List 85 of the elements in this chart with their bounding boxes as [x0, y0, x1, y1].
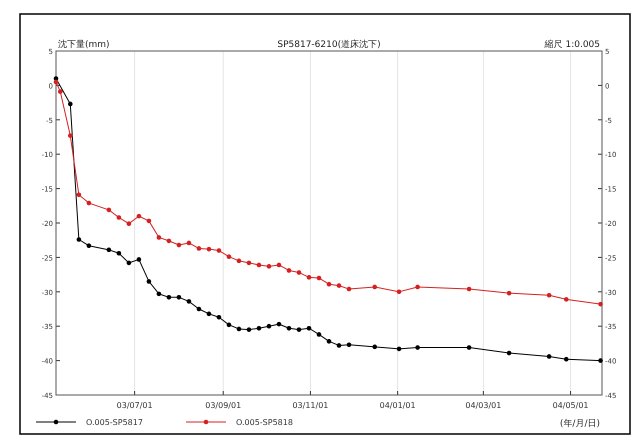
point	[564, 356, 569, 362]
point	[336, 343, 342, 348]
point	[546, 292, 552, 298]
point	[156, 292, 162, 296]
point	[296, 270, 302, 275]
point	[316, 276, 322, 280]
point	[86, 200, 92, 206]
point	[466, 286, 472, 292]
point	[54, 80, 58, 84]
point	[326, 282, 332, 287]
point	[256, 326, 262, 331]
point	[415, 345, 420, 350]
point	[156, 235, 162, 240]
point	[186, 240, 192, 246]
point	[146, 218, 152, 224]
point	[68, 133, 73, 138]
point	[546, 354, 552, 359]
point	[256, 262, 262, 268]
point	[266, 264, 272, 269]
point	[506, 290, 512, 296]
point	[246, 327, 252, 332]
y-axis-title: 沈下量(mm)	[58, 39, 110, 50]
x-tick-label: 04/05/01	[552, 401, 589, 410]
point	[68, 102, 73, 106]
point	[306, 275, 312, 280]
point	[116, 250, 122, 256]
point	[346, 342, 352, 348]
x-tick-label: 04/01/01	[380, 401, 416, 410]
point	[226, 322, 232, 328]
point	[136, 257, 142, 262]
point	[564, 297, 569, 302]
point	[276, 262, 282, 268]
point	[346, 286, 352, 292]
point	[216, 248, 222, 253]
point	[196, 306, 202, 312]
point	[306, 326, 312, 331]
point	[76, 192, 82, 198]
point	[598, 302, 603, 306]
point	[196, 246, 202, 251]
point	[136, 214, 142, 218]
point	[316, 332, 322, 337]
point	[296, 327, 302, 332]
point	[126, 221, 132, 226]
x-axis-title: (年/月/日)	[560, 418, 600, 429]
legend-label: O.005-SP5817	[86, 418, 143, 427]
point	[372, 284, 378, 290]
point	[206, 312, 212, 316]
point	[106, 208, 112, 212]
point	[166, 238, 172, 244]
point	[466, 345, 472, 350]
point	[116, 215, 122, 220]
point	[236, 258, 242, 264]
point	[216, 314, 222, 320]
point	[266, 324, 272, 328]
point	[166, 295, 172, 300]
point	[86, 243, 92, 248]
point	[126, 260, 132, 266]
x-tick-label: 04/03/01	[465, 401, 502, 410]
point	[176, 295, 182, 300]
x-tick-label: 03/09/01	[205, 401, 242, 410]
point	[146, 279, 152, 284]
x-tick-label: 03/11/01	[292, 401, 328, 410]
point	[326, 339, 332, 344]
point	[186, 299, 192, 304]
chart-title: SP5817-6210(道床沈下)	[277, 39, 381, 50]
point	[276, 322, 282, 326]
point	[176, 242, 182, 248]
point	[286, 326, 292, 331]
point	[236, 326, 242, 332]
point	[506, 350, 512, 356]
point	[106, 248, 112, 252]
text: 縮尺 1:0.005	[544, 39, 600, 50]
point	[76, 237, 82, 242]
point	[415, 284, 420, 290]
legend-label: O.005-SP5818	[236, 418, 293, 427]
point	[336, 283, 342, 288]
point	[372, 344, 378, 350]
x-tick-label: 03/07/01	[116, 401, 153, 410]
point	[396, 290, 402, 294]
point	[226, 254, 232, 260]
point	[396, 346, 402, 352]
point	[58, 89, 63, 94]
point	[206, 246, 212, 252]
point	[246, 260, 252, 266]
point	[286, 268, 292, 273]
